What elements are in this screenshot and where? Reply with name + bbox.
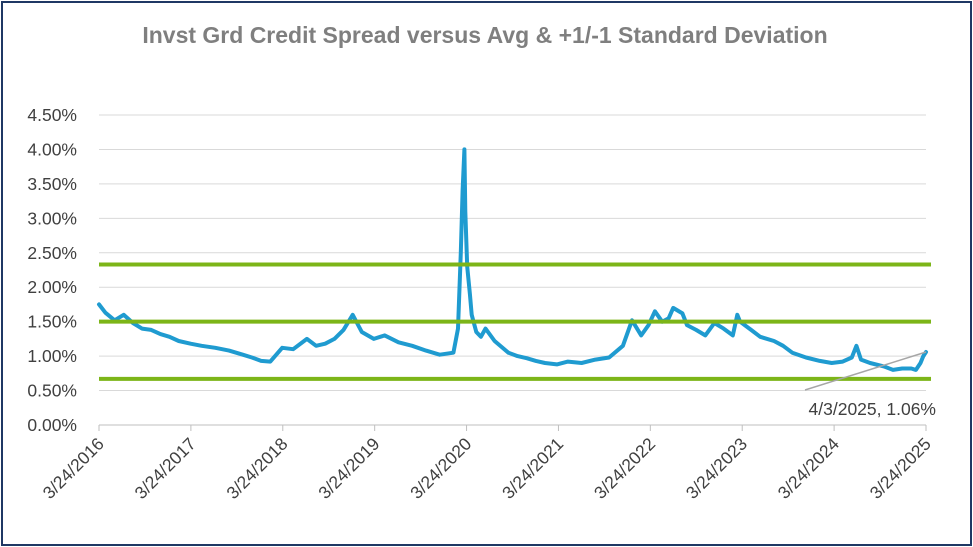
x-tick-label: 3/24/2018	[222, 434, 291, 503]
x-tick-label: 3/24/2023	[682, 434, 751, 503]
chart-title: Invst Grd Credit Spread versus Avg & +1/…	[142, 22, 828, 48]
x-tick-label: 3/24/2024	[774, 434, 843, 503]
y-tick-label: 0.00%	[27, 415, 77, 435]
series-line	[97, 147, 928, 372]
x-tick-label: 3/24/2022	[590, 434, 659, 503]
y-tick-label: 4.50%	[27, 105, 77, 125]
annotation-label: 4/3/2025, 1.06%	[809, 399, 936, 419]
x-tick-label: 3/24/2016	[39, 434, 108, 503]
x-tick-label: 3/24/2019	[314, 434, 383, 503]
y-tick-label: 0.50%	[27, 381, 77, 401]
y-tick-label: 2.50%	[27, 243, 77, 263]
y-tick-label: 1.00%	[27, 346, 77, 366]
x-tick-label: 3/24/2017	[131, 434, 200, 503]
y-tick-label: 1.50%	[27, 312, 77, 332]
x-tick-label: 3/24/2020	[406, 434, 475, 503]
y-tick-label: 2.00%	[27, 277, 77, 297]
y-tick-label: 3.00%	[27, 208, 77, 228]
y-tick-label: 4.00%	[27, 139, 77, 159]
x-tick-label: 3/24/2021	[498, 434, 567, 503]
x-tick-label: 3/24/2025	[866, 434, 935, 503]
y-tick-label: 3.50%	[27, 174, 77, 194]
annotation-leader	[804, 351, 927, 391]
